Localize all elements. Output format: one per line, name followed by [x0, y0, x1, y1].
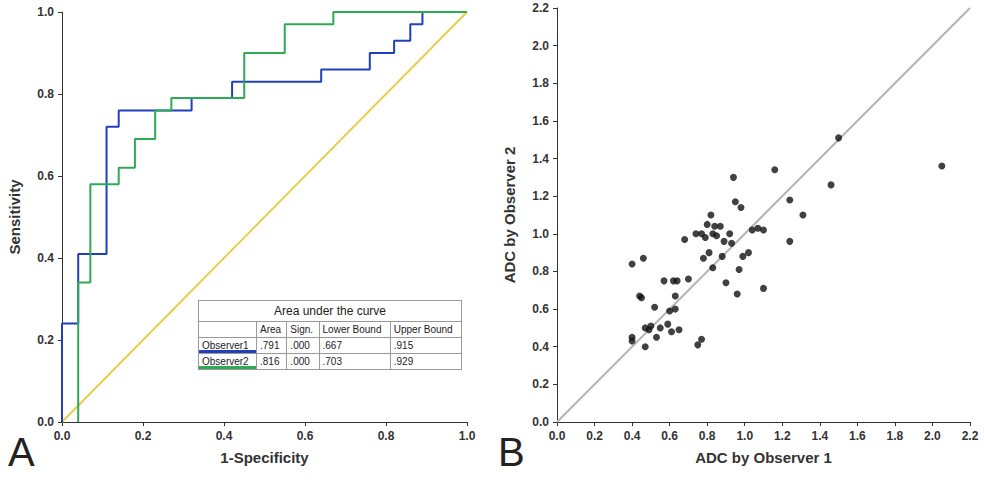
- svg-text:Sensitivity: Sensitivity: [6, 179, 23, 255]
- svg-text:0.2: 0.2: [37, 333, 54, 347]
- svg-text:0.6: 0.6: [37, 169, 54, 183]
- svg-text:1-Specificity: 1-Specificity: [220, 449, 309, 466]
- svg-text:1.0: 1.0: [459, 429, 476, 443]
- svg-text:0.6: 0.6: [532, 302, 549, 316]
- html-text:Sign.: Sign.: [290, 324, 314, 335]
- svg-text:1.0: 1.0: [736, 429, 753, 443]
- html-text:Lower Bound: Lower Bound: [322, 324, 382, 335]
- svg-text:0.2: 0.2: [135, 429, 152, 443]
- svg-text:A: A: [8, 430, 35, 474]
- svg-text:1.0: 1.0: [37, 5, 54, 19]
- svg-text:0.8: 0.8: [532, 264, 549, 278]
- svg-text:ADC by Observer 1: ADC by Observer 1: [695, 449, 832, 466]
- html-text:.703: .703: [322, 356, 342, 367]
- svg-text:0.0: 0.0: [54, 429, 71, 443]
- svg-text:0.8: 0.8: [378, 429, 395, 443]
- svg-text:0.8: 0.8: [699, 429, 716, 443]
- svg-text:1.2: 1.2: [532, 189, 549, 203]
- html-text:.816: .816: [260, 356, 280, 367]
- svg-text:1.8: 1.8: [532, 76, 549, 90]
- svg-text:0.8: 0.8: [37, 87, 54, 101]
- svg-text:2.0: 2.0: [924, 429, 941, 443]
- html-text:.000: .000: [290, 340, 310, 351]
- svg-text:0.0: 0.0: [37, 415, 54, 429]
- svg-text:2.0: 2.0: [532, 39, 549, 53]
- svg-text:1.0: 1.0: [532, 227, 549, 241]
- svg-text:1.2: 1.2: [774, 429, 791, 443]
- html-text:Upper Bound: Upper Bound: [393, 324, 453, 335]
- html-text:Area: Area: [260, 324, 282, 335]
- svg-text:0.6: 0.6: [661, 429, 678, 443]
- svg-text:0.0: 0.0: [549, 429, 566, 443]
- html-text:.929: .929: [393, 356, 414, 367]
- html-text:Observer1: Observer1: [202, 340, 249, 351]
- html-text:Area under the curve: Area under the curve: [274, 304, 386, 318]
- svg-text:0.0: 0.0: [532, 415, 549, 429]
- svg-text:2.2: 2.2: [962, 429, 979, 443]
- svg-text:1.8: 1.8: [887, 429, 904, 443]
- html-text:Observer2: Observer2: [202, 356, 249, 367]
- html-text:.667: .667: [322, 340, 342, 351]
- svg-text:1.6: 1.6: [532, 114, 549, 128]
- svg-text:ADC by Observer 2: ADC by Observer 2: [501, 147, 518, 284]
- html-text:.915: .915: [393, 340, 414, 351]
- html-text:.791: .791: [260, 340, 280, 351]
- svg-text:0.4: 0.4: [37, 251, 54, 265]
- svg-text:0.6: 0.6: [297, 429, 314, 443]
- svg-text:1.6: 1.6: [849, 429, 866, 443]
- svg-text:0.4: 0.4: [624, 429, 641, 443]
- svg-text:B: B: [498, 430, 525, 474]
- svg-text:0.4: 0.4: [532, 340, 549, 354]
- svg-text:1.4: 1.4: [532, 152, 549, 166]
- svg-text:1.4: 1.4: [811, 429, 828, 443]
- svg-text:0.4: 0.4: [216, 429, 233, 443]
- html-text:.000: .000: [290, 356, 310, 367]
- svg-text:0.2: 0.2: [532, 377, 549, 391]
- svg-text:2.2: 2.2: [532, 1, 549, 15]
- svg-text:0.2: 0.2: [586, 429, 603, 443]
